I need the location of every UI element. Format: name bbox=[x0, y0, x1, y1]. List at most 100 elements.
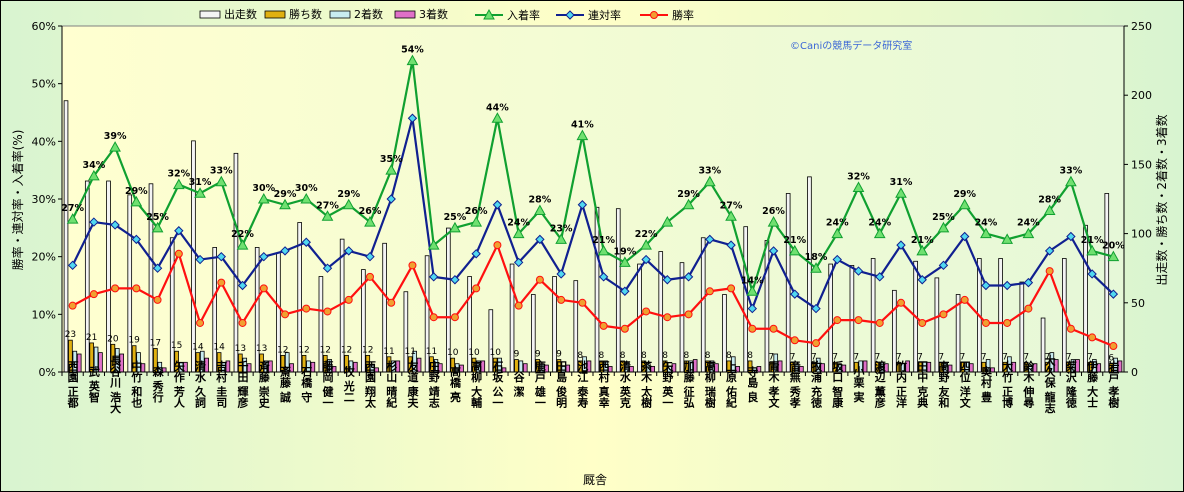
data-point bbox=[109, 141, 121, 152]
data-point bbox=[703, 175, 716, 187]
rate-label: 26% bbox=[359, 206, 382, 217]
data-label: 17 bbox=[150, 338, 161, 348]
data-point bbox=[279, 198, 291, 210]
data-point bbox=[301, 237, 311, 247]
category-label: 青木 孝文 bbox=[767, 359, 781, 409]
data-label: 7 bbox=[938, 352, 944, 362]
data-point bbox=[1023, 277, 1034, 288]
bar bbox=[1104, 193, 1110, 373]
data-point bbox=[365, 272, 374, 281]
bar bbox=[594, 206, 600, 373]
data-point bbox=[342, 198, 355, 210]
data-point bbox=[1022, 227, 1035, 239]
left-tick-label: 0% bbox=[39, 366, 56, 379]
rate-label: 25% bbox=[146, 212, 169, 223]
data-point bbox=[67, 260, 78, 271]
rate-label: 29% bbox=[337, 189, 360, 200]
data-point bbox=[512, 227, 525, 239]
legend-marker bbox=[650, 11, 658, 19]
rate-label: 25% bbox=[932, 212, 955, 223]
category-label: 藤岡 健一 bbox=[321, 359, 334, 408]
data-point bbox=[174, 226, 184, 236]
category-label: 中竹 和也 bbox=[130, 359, 144, 408]
data-point bbox=[1066, 324, 1075, 333]
category-label: 大竹 正博 bbox=[1001, 359, 1015, 409]
rate-label: 32% bbox=[167, 169, 190, 180]
data-point bbox=[599, 321, 608, 330]
data-label: 19 bbox=[128, 336, 140, 346]
rate-label: 21% bbox=[911, 235, 934, 246]
data-point bbox=[237, 280, 248, 291]
left-tick-label: 10% bbox=[32, 308, 56, 321]
data-point bbox=[683, 272, 694, 282]
data-point bbox=[853, 266, 864, 276]
data-label: 7 bbox=[917, 352, 923, 362]
data-point bbox=[216, 251, 227, 262]
rate-label: 39% bbox=[104, 131, 127, 142]
line-layer: 27%34%39%29%25%32%31%33%22%30%29%30%27%2… bbox=[61, 45, 1125, 351]
data-point bbox=[557, 295, 566, 304]
data-point bbox=[916, 244, 929, 256]
category-label: 矢野 英一 bbox=[661, 359, 675, 408]
legend-marker bbox=[483, 8, 495, 20]
bar bbox=[233, 152, 239, 373]
data-point bbox=[1044, 246, 1055, 256]
category-label: 吉村 圭司 bbox=[215, 359, 228, 409]
data-point bbox=[727, 284, 736, 293]
data-label: 8 bbox=[726, 351, 732, 361]
data-point bbox=[365, 251, 375, 262]
data-point bbox=[831, 227, 844, 239]
data-point bbox=[450, 313, 459, 322]
data-label: 7 bbox=[1002, 352, 1008, 362]
data-label: 7 bbox=[790, 352, 796, 362]
data-point bbox=[321, 210, 334, 221]
data-point bbox=[236, 239, 249, 250]
rate-label: 21% bbox=[1081, 235, 1104, 246]
data-point bbox=[492, 200, 503, 210]
legend: 出走数 勝ち数 2着数 3着数 入着率 連対率 勝率 bbox=[199, 7, 694, 22]
category-label: 友道 康夫 bbox=[406, 359, 419, 409]
data-label: 10 bbox=[447, 348, 459, 358]
data-point bbox=[322, 263, 333, 273]
data-point bbox=[1065, 175, 1077, 187]
data-point bbox=[281, 310, 290, 319]
data-point bbox=[280, 246, 290, 256]
data-point bbox=[344, 246, 354, 256]
data-point bbox=[153, 295, 162, 304]
data-point bbox=[196, 318, 205, 327]
data-label: 9 bbox=[514, 350, 520, 360]
data-point bbox=[513, 257, 524, 268]
data-point bbox=[663, 313, 672, 322]
category-label: 牧 光二 bbox=[342, 364, 356, 402]
data-point bbox=[895, 187, 907, 198]
data-label: 7 bbox=[853, 352, 859, 362]
data-label: 14 bbox=[213, 343, 225, 353]
right-tick-label: 0 bbox=[1131, 366, 1138, 379]
bar bbox=[318, 276, 324, 373]
data-label: 8 bbox=[577, 351, 583, 361]
data-label: 8 bbox=[599, 351, 605, 361]
data-point bbox=[89, 290, 98, 299]
data-point bbox=[194, 187, 206, 198]
rate-label: 22% bbox=[635, 229, 658, 240]
bar bbox=[1083, 224, 1088, 373]
data-point bbox=[408, 261, 417, 270]
data-point bbox=[385, 164, 398, 175]
data-point bbox=[810, 262, 822, 273]
category-label: 田島 俊明 bbox=[555, 360, 568, 409]
category-label: 竹内 正洋 bbox=[894, 359, 908, 409]
legend-label: 出走数 bbox=[224, 7, 257, 21]
data-point bbox=[386, 194, 396, 204]
data-label: 8 bbox=[641, 351, 647, 361]
data-point bbox=[833, 316, 842, 325]
data-point bbox=[705, 234, 715, 245]
category-label: 高橋 亮 bbox=[448, 364, 461, 403]
category-label: 池江 泰寿 bbox=[576, 359, 590, 409]
data-label: 7 bbox=[1087, 352, 1093, 362]
data-point bbox=[491, 112, 504, 123]
data-point bbox=[323, 307, 332, 316]
data-point bbox=[684, 310, 693, 319]
data-point bbox=[470, 216, 483, 227]
category-label: 清水 久詞 bbox=[194, 359, 207, 409]
data-point bbox=[1066, 231, 1076, 242]
